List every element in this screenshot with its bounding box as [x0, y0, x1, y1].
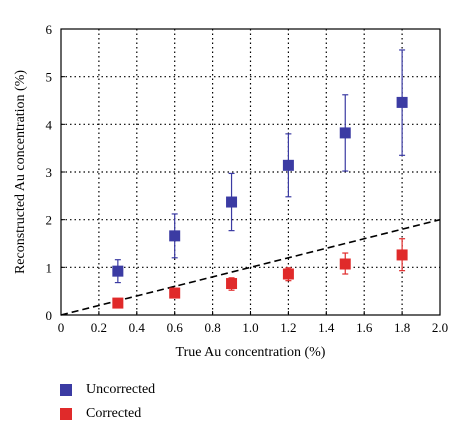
legend-label-corrected: Corrected — [86, 406, 142, 421]
data-point-corrected — [112, 297, 124, 309]
series-layer — [112, 49, 408, 309]
reference-line — [60, 218, 441, 316]
y-tick-label: 4 — [46, 117, 53, 132]
legend: Uncorrected Corrected — [60, 380, 155, 428]
data-point-uncorrected — [112, 265, 124, 277]
x-axis-label: True Au concentration (%) — [176, 345, 326, 360]
legend-swatch-corrected — [60, 408, 72, 420]
x-tick-label: 1.0 — [242, 320, 258, 335]
x-tick-label: 0.6 — [167, 320, 184, 335]
y-tick-label: 2 — [46, 213, 53, 228]
data-point-corrected — [339, 258, 351, 270]
ticks: 0 0.2 0.4 0.6 0.8 1.0 1.2 1.4 1.6 1.8 2.0 0 1 2 3 4 5 6 — [46, 22, 449, 335]
x-tick-label: 0.4 — [129, 320, 146, 335]
chart: 0 0.2 0.4 0.6 0.8 1.0 1.2 1.4 1.6 1.8 2.0 0 1 2 3 4 5 6 T… — [13, 22, 449, 360]
y-tick-label: 3 — [46, 165, 53, 180]
y-tick-label: 5 — [46, 70, 53, 85]
data-point-corrected — [282, 268, 294, 280]
legend-swatch-uncorrected — [60, 384, 72, 396]
grid — [61, 29, 440, 315]
y-tick-label: 6 — [46, 22, 53, 37]
legend-item-corrected: Corrected — [60, 404, 155, 424]
legend-item-uncorrected: Uncorrected — [60, 380, 155, 400]
y-tick-label: 1 — [46, 260, 53, 275]
series-uncorrected — [112, 49, 408, 284]
data-point-uncorrected — [339, 127, 351, 139]
data-point-uncorrected — [396, 96, 408, 108]
data-point-uncorrected — [282, 159, 294, 171]
x-tick-label: 1.4 — [318, 320, 335, 335]
x-tick-label: 2.0 — [432, 320, 448, 335]
x-tick-label: 0.8 — [204, 320, 220, 335]
data-point-corrected — [396, 249, 408, 261]
data-point-corrected — [226, 278, 238, 290]
series-corrected — [112, 238, 408, 309]
x-tick-label: 0 — [58, 320, 65, 335]
x-tick-label: 1.8 — [394, 320, 410, 335]
x-tick-label: 0.2 — [91, 320, 107, 335]
y-tick-label: 0 — [46, 308, 53, 323]
x-tick-label: 1.2 — [280, 320, 296, 335]
legend-label-uncorrected: Uncorrected — [86, 382, 156, 397]
x-tick-label: 1.6 — [356, 320, 373, 335]
data-point-corrected — [169, 287, 181, 299]
data-point-uncorrected — [169, 230, 181, 242]
data-point-uncorrected — [226, 196, 238, 208]
y-axis-label: Reconstructed Au concentration (%) — [13, 70, 28, 274]
